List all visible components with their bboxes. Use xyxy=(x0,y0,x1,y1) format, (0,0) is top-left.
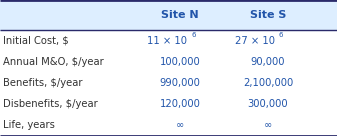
Text: 100,000: 100,000 xyxy=(160,57,201,67)
Bar xyxy=(0,0,337,30)
Text: 90,000: 90,000 xyxy=(251,57,285,67)
Text: ∞: ∞ xyxy=(264,120,272,130)
Text: 300,000: 300,000 xyxy=(248,99,288,109)
Text: 6: 6 xyxy=(279,32,283,38)
Text: Site N: Site N xyxy=(161,10,199,20)
Text: 11 × 10: 11 × 10 xyxy=(147,35,187,46)
Text: Disbenefits, $/year: Disbenefits, $/year xyxy=(3,99,98,109)
Text: Initial Cost, $: Initial Cost, $ xyxy=(3,35,69,46)
Text: Site S: Site S xyxy=(250,10,286,20)
Text: Benefits, $/year: Benefits, $/year xyxy=(3,78,83,88)
Text: 2,100,000: 2,100,000 xyxy=(243,78,293,88)
Text: 990,000: 990,000 xyxy=(160,78,201,88)
Text: Life, years: Life, years xyxy=(3,120,55,130)
Text: Annual M&O, $/year: Annual M&O, $/year xyxy=(3,57,104,67)
Text: 6: 6 xyxy=(191,32,195,38)
Text: 27 × 10: 27 × 10 xyxy=(235,35,275,46)
Text: 120,000: 120,000 xyxy=(160,99,201,109)
Text: ∞: ∞ xyxy=(176,120,184,130)
